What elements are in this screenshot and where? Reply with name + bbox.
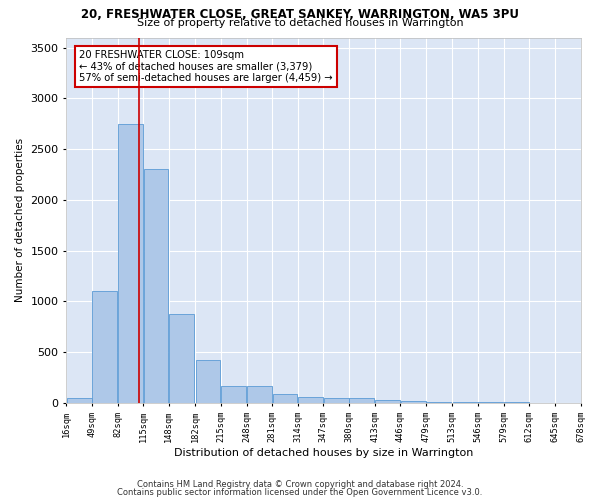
Bar	[272, 394, 298, 403]
Bar	[427, 402, 451, 403]
Text: 20 FRESHWATER CLOSE: 109sqm
← 43% of detached houses are smaller (3,379)
57% of : 20 FRESHWATER CLOSE: 109sqm ← 43% of det…	[79, 50, 333, 84]
Bar	[298, 396, 323, 403]
Bar	[67, 398, 92, 403]
Bar	[349, 398, 374, 403]
Bar	[196, 360, 220, 403]
Bar	[401, 401, 425, 403]
Bar	[221, 386, 246, 403]
Bar	[453, 402, 478, 403]
Bar	[92, 291, 117, 403]
Bar	[143, 170, 169, 403]
Bar	[247, 386, 272, 403]
Text: 20, FRESHWATER CLOSE, GREAT SANKEY, WARRINGTON, WA5 3PU: 20, FRESHWATER CLOSE, GREAT SANKEY, WARR…	[81, 8, 519, 20]
Bar	[169, 314, 194, 403]
X-axis label: Distribution of detached houses by size in Warrington: Distribution of detached houses by size …	[174, 448, 473, 458]
Text: Contains HM Land Registry data © Crown copyright and database right 2024.: Contains HM Land Registry data © Crown c…	[137, 480, 463, 489]
Bar	[324, 398, 349, 403]
Bar	[375, 400, 400, 403]
Y-axis label: Number of detached properties: Number of detached properties	[15, 138, 25, 302]
Text: Contains public sector information licensed under the Open Government Licence v3: Contains public sector information licen…	[118, 488, 482, 497]
Text: Size of property relative to detached houses in Warrington: Size of property relative to detached ho…	[137, 18, 463, 28]
Bar	[118, 124, 143, 403]
Bar	[478, 402, 503, 403]
Bar	[504, 402, 529, 403]
